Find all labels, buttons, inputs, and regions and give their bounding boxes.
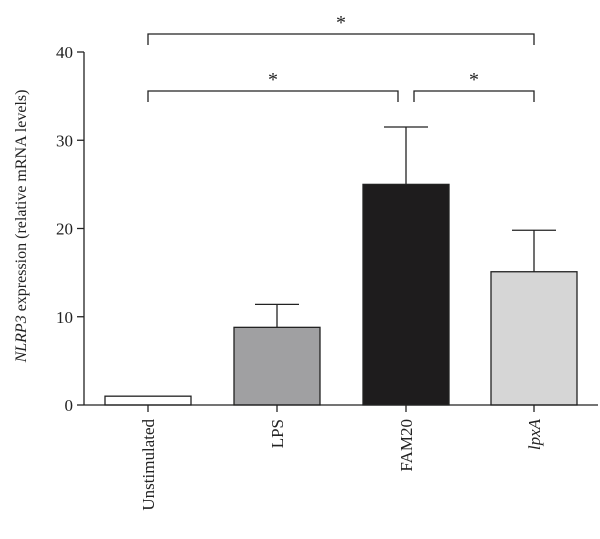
bar-lpxa: [490, 271, 578, 406]
bar-unstimulated: [104, 395, 192, 406]
significance-bracket: [147, 33, 535, 45]
bars: [104, 126, 578, 406]
bar-lps: [233, 326, 321, 406]
y-axis: 0 10 20 30 40: [56, 43, 85, 415]
y-axis-label-gene: NLRP3: [13, 315, 30, 363]
y-axis-label-text: expression (relative mRNA levels): [13, 90, 30, 316]
significance-bracket: [413, 90, 535, 102]
x-axis: Unstimulated LPS FAM20 lpxA: [84, 404, 598, 511]
bar-fam20: [362, 183, 450, 406]
y-tick-label: 40: [56, 43, 73, 62]
significance-brackets: * * *: [147, 12, 535, 102]
significance-star: *: [268, 69, 278, 91]
y-tick-label: 30: [56, 131, 73, 150]
y-tick-label: 20: [56, 220, 73, 239]
significance-star: *: [336, 12, 346, 34]
y-axis-label: NLRP3 expression (relative mRNA levels): [13, 90, 30, 364]
x-tick-label: LPS: [268, 419, 287, 448]
x-tick-label: lpxA: [525, 418, 544, 450]
significance-star: *: [469, 69, 479, 91]
y-tick-label: 10: [56, 308, 73, 327]
y-tick-label: 0: [65, 396, 74, 415]
significance-bracket: [147, 90, 399, 102]
x-tick-label: FAM20: [397, 419, 416, 472]
x-tick-label: Unstimulated: [139, 419, 158, 511]
